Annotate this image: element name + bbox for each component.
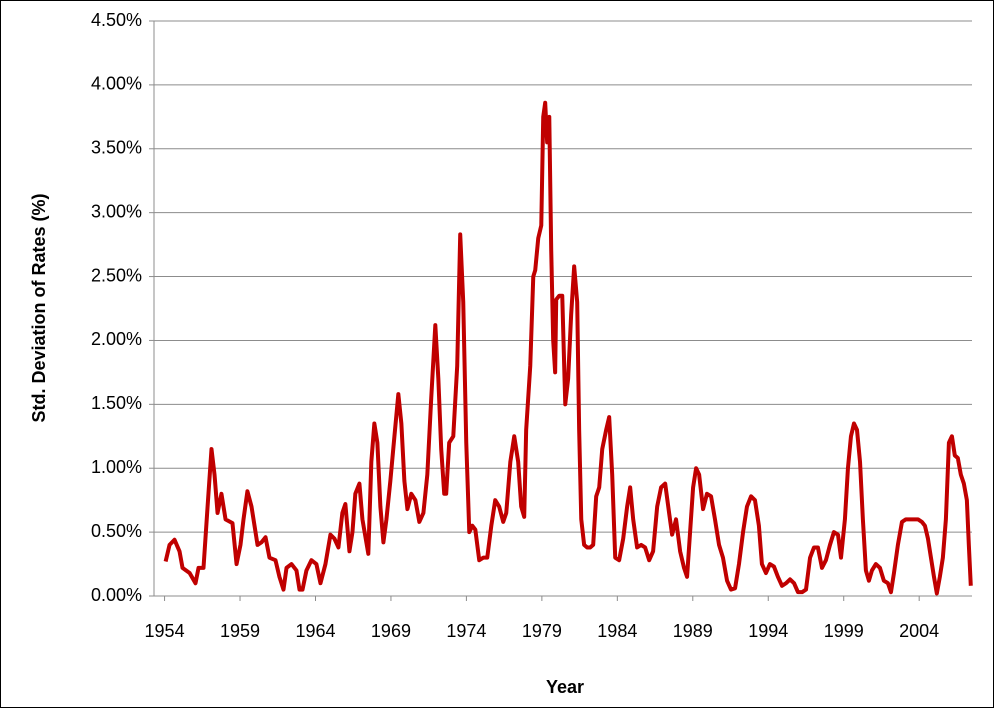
x-tick-label: 1954 [145, 621, 185, 641]
x-tick-label: 1974 [446, 621, 486, 641]
y-tick-label: 1.50% [91, 393, 142, 413]
y-tick-label: 2.00% [91, 329, 142, 349]
data-line [163, 100, 973, 596]
x-tick-label: 1984 [597, 621, 637, 641]
x-tick-label: 1989 [673, 621, 713, 641]
x-tick-label: 1969 [371, 621, 411, 641]
x-tick-label: 1994 [748, 621, 788, 641]
x-tick-label: 1964 [295, 621, 335, 641]
x-tick-label: 1979 [522, 621, 562, 641]
y-tick-label: 2.50% [91, 265, 142, 285]
y-tick-label: 0.50% [91, 521, 142, 541]
x-tick-label: 2004 [899, 621, 939, 641]
x-axis-title: Year [546, 677, 584, 697]
y-tick-label: 4.50% [91, 10, 142, 30]
y-tick-label: 0.00% [91, 585, 142, 605]
x-tick-label: 1999 [824, 621, 864, 641]
y-tick-label: 3.50% [91, 138, 142, 158]
x-tick-label: 1959 [220, 621, 260, 641]
y-axis-title: Std. Deviation of Rates (%) [29, 193, 49, 422]
y-tick-label: 1.00% [91, 457, 142, 477]
y-tick-label: 4.00% [91, 74, 142, 94]
y-tick-label: 3.00% [91, 201, 142, 221]
